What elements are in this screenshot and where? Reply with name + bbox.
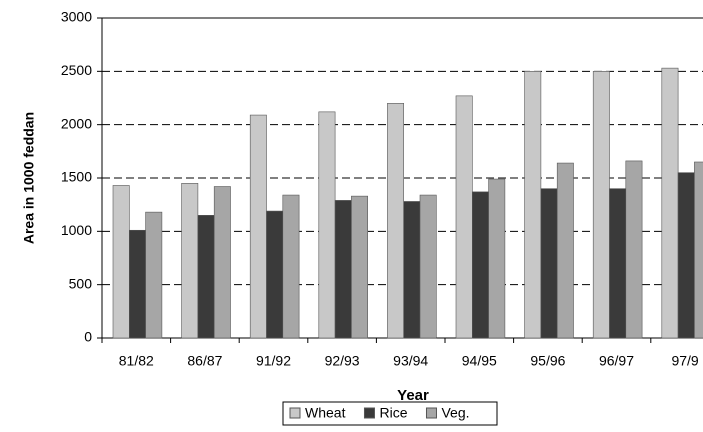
y-tick-label: 0	[84, 329, 92, 345]
y-tick-label: 2000	[61, 115, 92, 131]
bar	[403, 201, 421, 339]
bar	[282, 194, 300, 339]
x-tick-label: 81/82	[119, 353, 154, 369]
legend-label: Wheat	[305, 405, 346, 421]
bar	[197, 215, 215, 339]
x-tick-label: 94/95	[462, 353, 497, 369]
x-axis-title: Year	[397, 387, 429, 404]
y-tick-label: 1500	[61, 169, 92, 185]
bar	[556, 162, 574, 339]
bar	[455, 95, 473, 339]
x-tick-label: 91/92	[256, 353, 291, 369]
y-tick-label: 3000	[61, 9, 92, 25]
x-tick-label: 86/87	[187, 353, 222, 369]
x-tick-label: 95/96	[530, 353, 565, 369]
bar	[266, 210, 284, 339]
bar	[488, 178, 506, 339]
x-tick-label: 93/94	[393, 353, 428, 369]
bar	[145, 211, 163, 339]
bar	[112, 185, 130, 339]
bar	[609, 188, 627, 339]
bar	[334, 200, 352, 339]
bar	[677, 172, 695, 339]
bar	[181, 183, 199, 339]
legend-label: Rice	[379, 405, 407, 421]
legend-swatch	[363, 407, 375, 419]
bar	[129, 229, 146, 339]
bar	[351, 195, 368, 339]
bar	[213, 186, 231, 339]
y-axis-title: Area in 1000 feddan	[21, 112, 37, 244]
bar	[524, 71, 542, 339]
bar	[471, 191, 489, 339]
bar	[318, 111, 336, 339]
bar	[694, 161, 703, 339]
x-tick-label: 92/93	[325, 353, 360, 369]
bar	[419, 194, 437, 339]
y-tick-label: 500	[69, 275, 93, 291]
x-tick-label: 96/97	[599, 353, 634, 369]
bar	[540, 188, 558, 339]
x-tick-label: 97/9	[671, 353, 698, 369]
bar	[661, 67, 679, 339]
legend-swatch	[289, 407, 301, 419]
y-tick-label: 1000	[61, 222, 92, 238]
bar	[387, 103, 404, 339]
bar	[249, 114, 267, 339]
y-tick-label: 2500	[61, 62, 92, 78]
bar	[625, 160, 643, 339]
legend-box	[282, 401, 498, 426]
legend-label: Veg.	[441, 405, 469, 421]
bar	[592, 71, 610, 339]
legend-swatch	[425, 407, 437, 419]
